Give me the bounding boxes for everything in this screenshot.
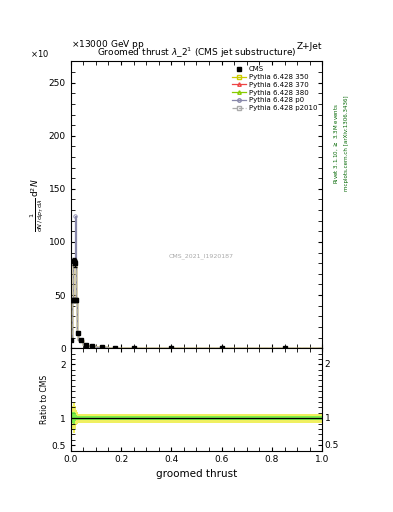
Legend: CMS, Pythia 6.428 350, Pythia 6.428 370, Pythia 6.428 380, Pythia 6.428 p0, Pyth: CMS, Pythia 6.428 350, Pythia 6.428 370,… [231,65,319,112]
Text: $\times$13000 GeV pp: $\times$13000 GeV pp [71,38,144,51]
Text: mcplots.cern.ch [arXiv:1306.3436]: mcplots.cern.ch [arXiv:1306.3436] [344,96,349,191]
X-axis label: groomed thrust: groomed thrust [156,468,237,479]
Text: 0.5: 0.5 [325,441,339,450]
Text: CMS_2021_I1920187: CMS_2021_I1920187 [169,253,234,259]
Title: Groomed thrust $\lambda\_2^1$ (CMS jet substructure): Groomed thrust $\lambda\_2^1$ (CMS jet s… [97,46,296,60]
Text: Z+Jet: Z+Jet [297,42,322,51]
Text: Rivet 3.1.10, $\geq$ 3.3M events: Rivet 3.1.10, $\geq$ 3.3M events [332,103,340,184]
Text: $\times 10$: $\times 10$ [31,48,50,58]
Y-axis label: $\frac{1}{\mathrm{d}N\,/\,\mathrm{d}p_T\,\mathrm{d}\lambda}\,\mathrm{d}^2N$: $\frac{1}{\mathrm{d}N\,/\,\mathrm{d}p_T\… [29,178,46,231]
Text: 2: 2 [325,360,331,369]
Y-axis label: Ratio to CMS: Ratio to CMS [40,375,49,424]
Text: 1: 1 [325,414,331,423]
